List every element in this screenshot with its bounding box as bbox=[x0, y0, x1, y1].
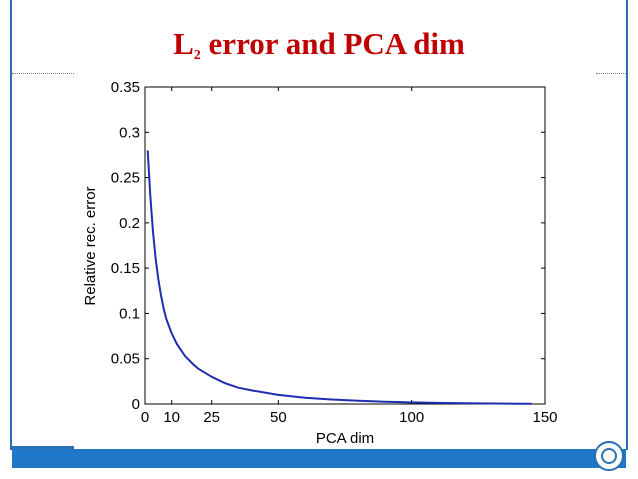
plot-area-frame bbox=[144, 86, 546, 405]
slide-title-main: L bbox=[173, 26, 194, 61]
y-tick-label: 0.1 bbox=[119, 305, 140, 322]
chart-axes bbox=[144, 86, 546, 405]
series-line bbox=[146, 150, 532, 405]
x-tick-label: 50 bbox=[270, 409, 287, 426]
slide-title-rest: error and PCA dim bbox=[200, 26, 465, 61]
y-axis-label: Relative rec. error bbox=[82, 186, 99, 305]
slide-title-subscript: 2 bbox=[193, 48, 201, 63]
y-tick-label: 0.25 bbox=[111, 170, 140, 187]
slide-title: L2 error and PCA dim bbox=[0, 26, 638, 63]
y-tick-label: 0.15 bbox=[111, 260, 140, 277]
y-tick-label: 0.35 bbox=[111, 79, 140, 96]
x-tick-label: 25 bbox=[203, 409, 220, 426]
chart-ticks: 0 10 25 50 100 150 0 0.05 0.1 0.15 0.2 0.25 0.3 0.35 bbox=[111, 79, 558, 426]
title-divider-left bbox=[12, 73, 74, 74]
x-tick-label: 0 bbox=[141, 409, 149, 426]
y-tick-label: 0 bbox=[132, 396, 140, 413]
x-tick-label: 100 bbox=[399, 409, 424, 426]
y-tick-label: 0.05 bbox=[111, 351, 140, 368]
slide-frame-left bbox=[10, 0, 12, 450]
chart-series bbox=[146, 150, 532, 405]
slide-frame-right bbox=[626, 0, 628, 450]
bottom-accent-line bbox=[12, 446, 74, 449]
x-tick-label: 10 bbox=[163, 409, 180, 426]
bottom-bar bbox=[12, 449, 626, 468]
circle-icon bbox=[594, 441, 624, 471]
title-divider-right bbox=[596, 73, 626, 74]
y-tick-label: 0.2 bbox=[119, 215, 140, 232]
y-tick-label: 0.3 bbox=[119, 124, 140, 141]
x-axis-label: PCA dim bbox=[316, 430, 374, 447]
x-tick-label: 150 bbox=[532, 409, 557, 426]
